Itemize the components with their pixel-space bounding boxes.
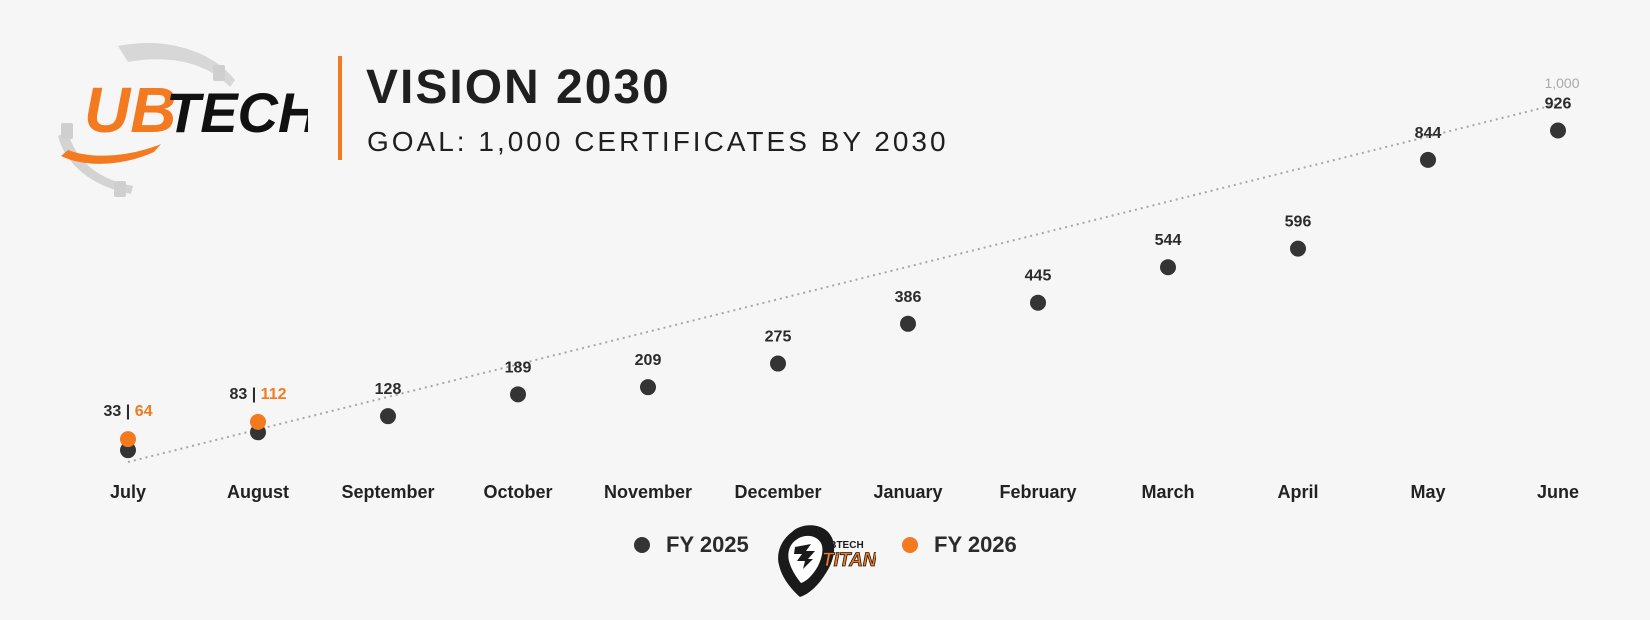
fy2026-point-july (120, 431, 136, 448)
point-label-july: 33 | 64 (104, 403, 153, 420)
x-axis-label-february: February (999, 482, 1076, 502)
ubtech-logo: UB TECH (58, 43, 308, 197)
fy2025-point-september (380, 408, 396, 425)
fy2025-point-january (900, 315, 916, 332)
legend-marker-fy2026 (902, 537, 918, 553)
fy2025-value-label-september: 128 (375, 381, 402, 398)
fy2025-point-february (1030, 294, 1046, 311)
x-axis-label-december: December (734, 482, 821, 502)
x-axis-label-september: September (341, 482, 434, 502)
value-separator: | (247, 386, 260, 403)
fy2025-value-label: 83 (230, 386, 248, 403)
mascot-face-details (794, 544, 815, 569)
value-separator: | (121, 403, 134, 420)
fy2025-point-april (1290, 240, 1306, 257)
logo-gear-tooth (213, 65, 225, 81)
logo-text-ub: UB (84, 74, 176, 146)
x-axis-label-june: June (1537, 482, 1579, 502)
x-axis-label-august: August (227, 482, 289, 502)
fy2025-point-november (640, 379, 656, 396)
fy2025-value-label: 33 (104, 403, 122, 420)
x-axis-label-january: January (873, 482, 942, 502)
fy2025-value-label-december: 275 (765, 329, 792, 346)
goal-line (127, 103, 1559, 463)
fy2025-value-label-february: 445 (1025, 268, 1052, 285)
point-label-august: 83 | 112 (230, 386, 287, 403)
logo-text-tech: TECH (166, 81, 308, 144)
fy2025-point-october (510, 386, 526, 403)
legend-label-fy2026: FY 2026 (934, 532, 1017, 557)
logo-swoosh (61, 144, 161, 164)
titans-mascot-logo: UBTECH TITANS (778, 525, 876, 597)
x-axis-label-october: October (483, 482, 552, 502)
fy2025-value-label-november: 209 (635, 352, 662, 369)
mascot-text-bottom: TITANS (822, 550, 876, 571)
chart-legend: FY 2025 UBTECH TITANS FY 2026 (0, 520, 1650, 600)
fy2025-value-label-april: 596 (1285, 214, 1312, 231)
header: UB TECH VISION 2030 GOAL: 1,000 CERTIFIC… (58, 40, 978, 200)
fy2026-value-label: 64 (135, 403, 153, 420)
fy2025-value-label-january: 386 (895, 289, 922, 306)
legend-item-fy2026: FY 2026 (902, 532, 1017, 558)
goal-line-label: 1,000 (1544, 75, 1579, 91)
legend-item-fy2025: FY 2025 (634, 532, 749, 558)
page-title: VISION 2030 (366, 61, 671, 114)
fy2025-point-march (1160, 259, 1176, 276)
fy2025-value-label-october: 189 (505, 359, 532, 376)
legend-marker-fy2025 (634, 537, 650, 553)
fy2025-value-label-march: 544 (1155, 232, 1182, 249)
header-divider (338, 56, 342, 160)
x-axis-label-march: March (1141, 482, 1194, 502)
fy2025-point-may (1420, 151, 1436, 168)
x-axis-label-may: May (1410, 482, 1445, 502)
x-axis-label-november: November (604, 482, 692, 502)
x-axis-label-july: July (110, 482, 146, 502)
fy2025-point-june (1550, 122, 1566, 139)
fy2025-value-label-june: 926 (1545, 95, 1572, 112)
legend-label-fy2025: FY 2025 (666, 532, 749, 557)
logo-gear-arc (118, 43, 235, 87)
page-subtitle: GOAL: 1,000 CERTIFICATES BY 2030 (367, 126, 949, 157)
fy2026-point-august (250, 413, 266, 430)
x-axis-label-april: April (1277, 482, 1318, 502)
fy2025-value-label-may: 844 (1415, 125, 1442, 142)
fy2025-point-december (770, 355, 786, 372)
mascot-text-top: UBTECH (822, 540, 864, 551)
fy2026-value-label: 112 (261, 386, 287, 403)
logo-gear-tooth (61, 123, 73, 139)
fy2025-point-july (120, 442, 136, 459)
logo-gear-tooth (114, 181, 126, 197)
